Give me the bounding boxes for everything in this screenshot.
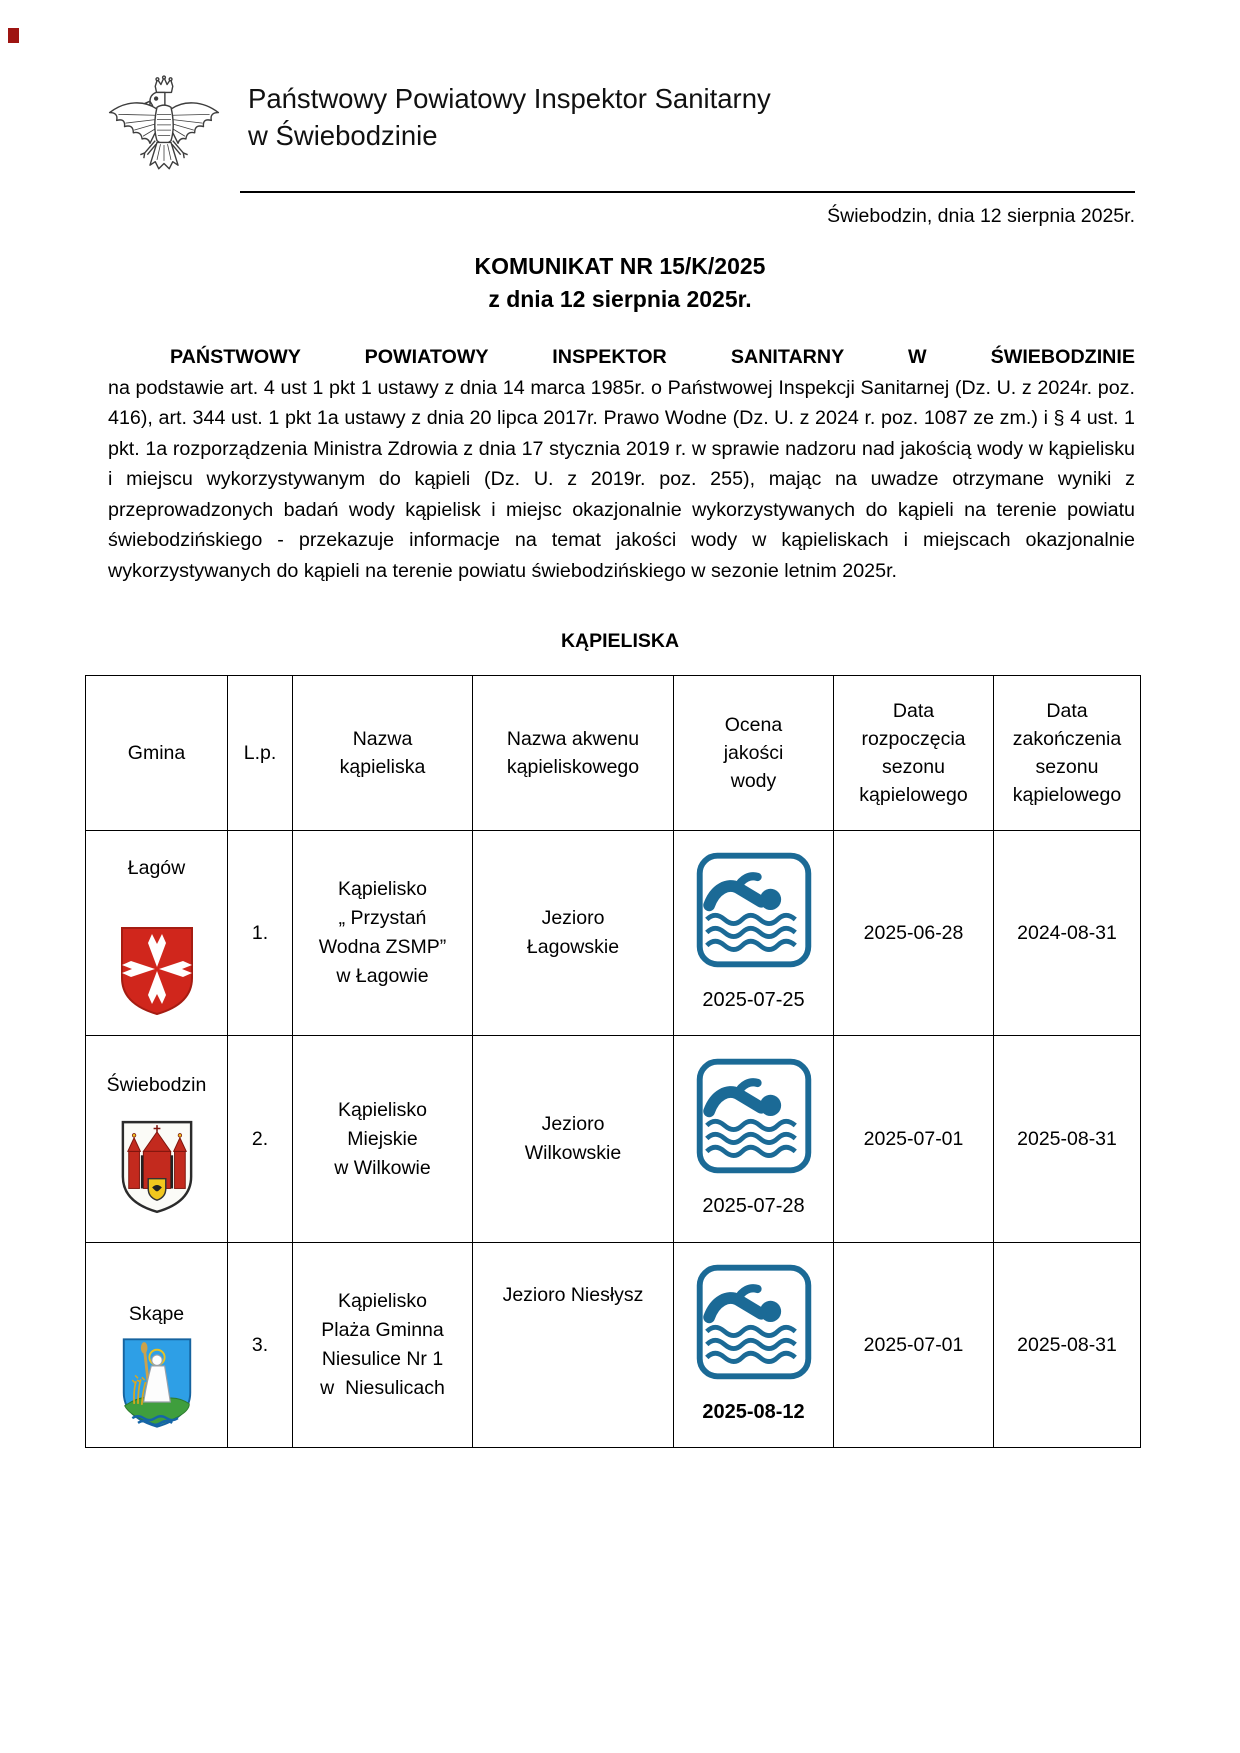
gmina-name: Świebodzin bbox=[106, 1073, 207, 1096]
season-end-cell: 2025-08-31 bbox=[993, 1242, 1141, 1448]
dateline: Świebodzin, dnia 12 sierpnia 2025r. bbox=[827, 205, 1135, 227]
gmina-cell: Świebodzin bbox=[85, 1035, 228, 1243]
season-start-cell: 2025-06-28 bbox=[833, 830, 994, 1036]
ocena-cell: 2025-07-25 bbox=[673, 830, 834, 1036]
table-row: Łagów 1. Kąpielisko „ P bbox=[85, 830, 1141, 1036]
org-name-line1: Państwowy Powiatowy Inspektor Sanitarny bbox=[248, 83, 771, 114]
header-divider bbox=[240, 191, 1135, 193]
nazwa-akwenu-cell: Jezioro Łagowskie bbox=[472, 830, 674, 1036]
col-header-lp: L.p. bbox=[227, 675, 293, 831]
sample-date: 2025-08-12 bbox=[702, 1401, 805, 1423]
lagow-coat-of-arms-icon bbox=[117, 923, 197, 1023]
skape-coat-of-arms-icon bbox=[117, 1335, 197, 1435]
table-row: Skąpe bbox=[85, 1242, 1141, 1448]
season-end-cell: 2024-08-31 bbox=[993, 830, 1141, 1036]
document-title: KOMUNIKAT NR 15/K/2025 z dnia 12 sierpni… bbox=[0, 250, 1240, 316]
nazwa-kapieliska-cell: Kąpielisko „ Przystań Wodna ZSMP” w Łago… bbox=[292, 830, 473, 1036]
season-start-cell: 2025-07-01 bbox=[833, 1242, 994, 1448]
swimmer-icon bbox=[695, 851, 813, 978]
swiebodzin-coat-of-arms-icon bbox=[117, 1118, 197, 1218]
nazwa-akwenu-cell: Jezioro Wilkowskie bbox=[472, 1035, 674, 1243]
col-header-ocena: Ocena jakości wody bbox=[673, 675, 834, 831]
nazwa-kapieliska-cell: Kąpielisko Miejskie w Wilkowie bbox=[292, 1035, 473, 1243]
swimmer-icon bbox=[695, 1057, 813, 1184]
org-name-line2: w Świebodzinie bbox=[248, 120, 438, 151]
section-title: KĄPIELISKA bbox=[560, 630, 680, 652]
lead-bold-line: PAŃSTWOWY POWIATOWY INSPEKTOR SANITARNY … bbox=[170, 346, 1135, 368]
gmina-name: Skąpe bbox=[128, 1302, 185, 1325]
table-row: Świebodzin bbox=[85, 1035, 1141, 1243]
document-title-line2: z dnia 12 sierpnia 2025r. bbox=[488, 286, 752, 312]
gmina-cell: Łagów bbox=[85, 830, 228, 1036]
swimmer-icon bbox=[695, 1263, 813, 1390]
lp-cell: 2. bbox=[227, 1035, 293, 1243]
season-start-cell: 2025-07-01 bbox=[833, 1035, 994, 1243]
sample-date: 2025-07-28 bbox=[702, 1195, 805, 1217]
scan-artifact bbox=[8, 28, 19, 43]
col-header-gmina: Gmina bbox=[85, 675, 228, 831]
col-header-nazwa-kapieliska: Nazwa kąpieliska bbox=[292, 675, 473, 831]
season-end-cell: 2025-08-31 bbox=[993, 1035, 1141, 1243]
lp-cell: 3. bbox=[227, 1242, 293, 1448]
col-header-data-rozpoczecia: Data rozpoczęcia sezonu kąpielowego bbox=[833, 675, 994, 831]
nazwa-akwenu-cell: Jezioro Niesłysz bbox=[472, 1242, 674, 1448]
gmina-cell: Skąpe bbox=[85, 1242, 228, 1448]
document-title-line1: KOMUNIKAT NR 15/K/2025 bbox=[474, 253, 766, 279]
gmina-name: Łagów bbox=[127, 856, 186, 879]
org-name: Państwowy Powiatowy Inspektor Sanitarny … bbox=[248, 80, 771, 154]
kapieliska-table: Gmina L.p. Nazwa kąpieliska Nazwa akwenu… bbox=[85, 675, 1141, 1448]
ocena-cell: 2025-08-12 bbox=[673, 1242, 834, 1448]
polish-eagle-emblem-icon bbox=[98, 74, 230, 188]
table-header-row: Gmina L.p. Nazwa kąpieliska Nazwa akwenu… bbox=[85, 675, 1141, 831]
body-paragraph: PAŃSTWOWY POWIATOWY INSPEKTOR SANITARNY … bbox=[108, 342, 1135, 586]
document-header: Państwowy Powiatowy Inspektor Sanitarny … bbox=[98, 74, 1240, 188]
paragraph-text: na podstawie art. 4 ust 1 pkt 1 ustawy z… bbox=[108, 376, 1135, 582]
col-header-nazwa-akwenu: Nazwa akwenu kąpieliskowego bbox=[472, 675, 674, 831]
ocena-cell: 2025-07-28 bbox=[673, 1035, 834, 1243]
sample-date: 2025-07-25 bbox=[702, 989, 805, 1011]
nazwa-kapieliska-cell: Kąpielisko Plaża Gminna Niesulice Nr 1 w… bbox=[292, 1242, 473, 1448]
col-header-data-zakonczenia: Data zakończenia sezonu kąpielowego bbox=[993, 675, 1141, 831]
lp-cell: 1. bbox=[227, 830, 293, 1036]
